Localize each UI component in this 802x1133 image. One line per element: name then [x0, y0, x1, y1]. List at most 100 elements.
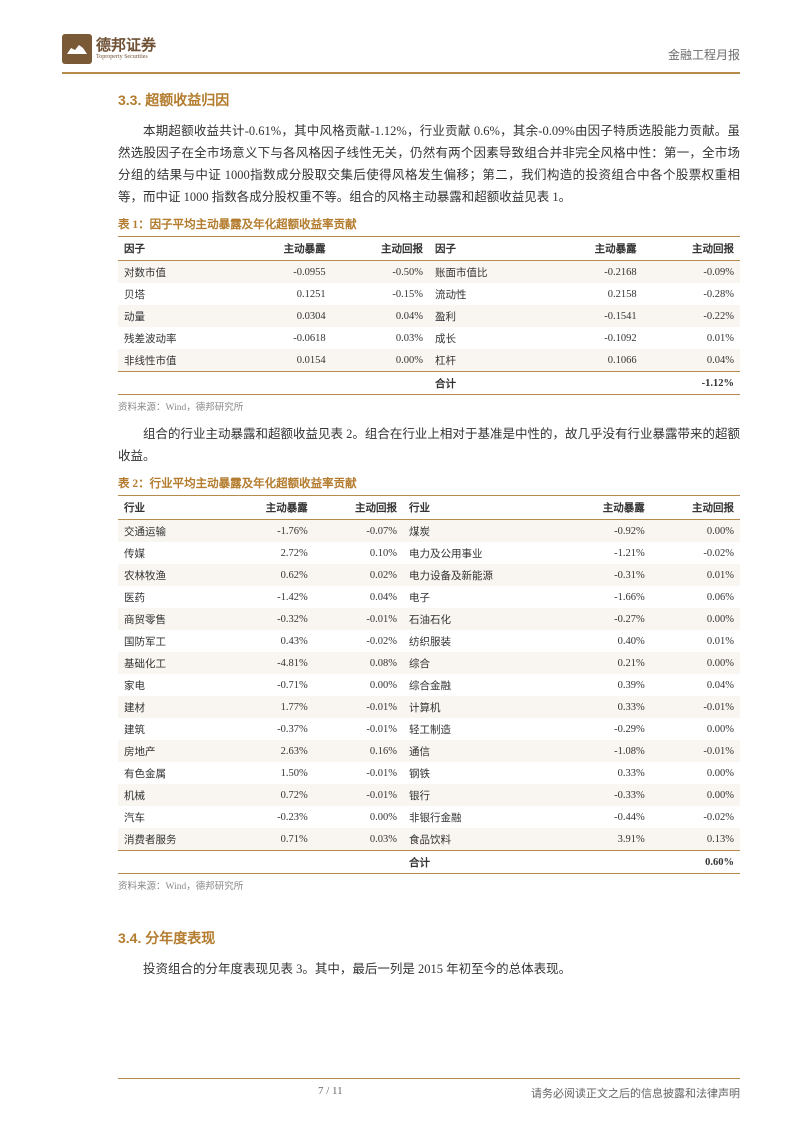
table-cell: 0.01%: [643, 327, 740, 349]
table-cell: 流动性: [429, 283, 545, 305]
table-cell: 家电: [118, 674, 225, 696]
table-cell: 商贸零售: [118, 608, 225, 630]
table-cell: -0.01%: [314, 696, 403, 718]
table-row: 医药-1.42%0.04%电子-1.66%0.06%: [118, 586, 740, 608]
table-cell: -1.66%: [562, 586, 651, 608]
table-cell: -0.1092: [545, 327, 642, 349]
table-cell: 电力及公用事业: [403, 542, 562, 564]
table-cell: -0.01%: [314, 608, 403, 630]
table-cell: -0.02%: [651, 806, 740, 828]
table-cell: 煤炭: [403, 520, 562, 543]
table-cell: -0.23%: [225, 806, 314, 828]
section-3-4-title: 3.4. 分年度表现: [118, 928, 740, 948]
table-cell: -0.02%: [314, 630, 403, 652]
table-cell: -0.32%: [225, 608, 314, 630]
table-cell: 电力设备及新能源: [403, 564, 562, 586]
table-cell: 对数市值: [118, 261, 234, 284]
table-cell: 房地产: [118, 740, 225, 762]
table-total-cell: [545, 372, 642, 395]
table-cell: -0.28%: [643, 283, 740, 305]
table-cell: 0.01%: [651, 564, 740, 586]
table-cell: 0.72%: [225, 784, 314, 806]
table-total-row: 合计-1.12%: [118, 372, 740, 395]
company-sub: Toproperty Securities: [96, 54, 156, 60]
section-3-3-p2: 组合的行业主动暴露和超额收益见表 2。组合在行业上相对于基准是中性的，故几乎没有…: [118, 423, 740, 467]
table-cell: 电子: [403, 586, 562, 608]
table-1-source: 资料来源：Wind，德邦研究所: [118, 399, 740, 413]
table-1-header-row: 因子主动暴露主动回报因子主动暴露主动回报: [118, 237, 740, 261]
table-cell: 0.39%: [562, 674, 651, 696]
page-footer: 7 / 11 请务必阅读正文之后的信息披露和法律声明: [62, 1078, 740, 1101]
table-2: 行业主动暴露主动回报行业主动暴露主动回报 交通运输-1.76%-0.07%煤炭-…: [118, 495, 740, 874]
table-1-title: 表 1：因子平均主动暴露及年化超额收益率贡献: [118, 216, 740, 232]
table-cell: 杠杆: [429, 349, 545, 372]
table-cell: 0.33%: [562, 696, 651, 718]
table-cell: 建筑: [118, 718, 225, 740]
table-cell: 汽车: [118, 806, 225, 828]
logo: 德邦证券 Toproperty Securities: [62, 34, 156, 64]
table-cell: -0.1541: [545, 305, 642, 327]
table-cell: 2.72%: [225, 542, 314, 564]
table-row: 房地产2.63%0.16%通信-1.08%-0.01%: [118, 740, 740, 762]
table-2-title: 表 2：行业平均主动暴露及年化超额收益率贡献: [118, 475, 740, 491]
table-cell: 0.06%: [651, 586, 740, 608]
table-1-header-cell: 主动暴露: [545, 237, 642, 261]
table-2-header-cell: 主动回报: [314, 496, 403, 520]
table-cell: 1.50%: [225, 762, 314, 784]
table-cell: 计算机: [403, 696, 562, 718]
table-cell: 0.00%: [314, 674, 403, 696]
table-cell: -0.01%: [314, 762, 403, 784]
logo-icon: [62, 34, 92, 64]
section-3-4-p1: 投资组合的分年度表现见表 3。其中，最后一列是 2015 年初至今的总体表现。: [118, 958, 740, 980]
table-row: 消费者服务0.71%0.03%食品饮料3.91%0.13%: [118, 828, 740, 851]
page-header: 德邦证券 Toproperty Securities 金融工程月报: [62, 34, 740, 70]
table-cell: 非线性市值: [118, 349, 234, 372]
table-cell: 0.01%: [651, 630, 740, 652]
table-cell: 0.04%: [332, 305, 429, 327]
table-row: 商贸零售-0.32%-0.01%石油石化-0.27%0.00%: [118, 608, 740, 630]
content-area: 3.3. 超额收益归因 本期超额收益共计-0.61%，其中风格贡献-1.12%，…: [62, 74, 740, 980]
table-1-header-cell: 主动回报: [643, 237, 740, 261]
table-cell: 0.16%: [314, 740, 403, 762]
footer-disclaimer: 请务必阅读正文之后的信息披露和法律声明: [531, 1085, 740, 1101]
table-row: 家电-0.71%0.00%综合金融0.39%0.04%: [118, 674, 740, 696]
table-cell: 0.0304: [234, 305, 331, 327]
table-cell: 0.10%: [314, 542, 403, 564]
table-cell: 0.00%: [314, 806, 403, 828]
table-row: 基础化工-4.81%0.08%综合0.21%0.00%: [118, 652, 740, 674]
table-row: 动量0.03040.04%盈利-0.1541-0.22%: [118, 305, 740, 327]
table-cell: 传媒: [118, 542, 225, 564]
table-cell: 建材: [118, 696, 225, 718]
table-2-header-cell: 主动暴露: [562, 496, 651, 520]
table-cell: 0.04%: [314, 586, 403, 608]
table-cell: 0.21%: [562, 652, 651, 674]
table-cell: 0.1066: [545, 349, 642, 372]
section-3-3-p1: 本期超额收益共计-0.61%，其中风格贡献-1.12%，行业贡献 0.6%，其余…: [118, 120, 740, 208]
table-total-cell: 0.60%: [651, 851, 740, 874]
table-cell: 0.62%: [225, 564, 314, 586]
table-cell: -0.02%: [651, 542, 740, 564]
table-total-cell: -1.12%: [643, 372, 740, 395]
table-cell: 0.04%: [651, 674, 740, 696]
table-2-header-cell: 行业: [118, 496, 225, 520]
table-cell: 医药: [118, 586, 225, 608]
table-cell: 纺织服装: [403, 630, 562, 652]
report-type: 金融工程月报: [668, 34, 740, 63]
table-cell: 2.63%: [225, 740, 314, 762]
table-row: 交通运输-1.76%-0.07%煤炭-0.92%0.00%: [118, 520, 740, 543]
table-total-cell: [562, 851, 651, 874]
table-cell: 成长: [429, 327, 545, 349]
table-cell: 0.71%: [225, 828, 314, 851]
table-1-header-cell: 因子: [429, 237, 545, 261]
table-cell: 0.00%: [651, 784, 740, 806]
table-row: 有色金属1.50%-0.01%钢铁0.33%0.00%: [118, 762, 740, 784]
table-cell: 0.04%: [643, 349, 740, 372]
table-row: 建材1.77%-0.01%计算机0.33%-0.01%: [118, 696, 740, 718]
table-cell: 0.03%: [314, 828, 403, 851]
table-row: 农林牧渔0.62%0.02%电力设备及新能源-0.31%0.01%: [118, 564, 740, 586]
table-row: 对数市值-0.0955-0.50%账面市值比-0.2168-0.09%: [118, 261, 740, 284]
table-1-header-cell: 因子: [118, 237, 234, 261]
table-cell: 农林牧渔: [118, 564, 225, 586]
table-cell: 有色金属: [118, 762, 225, 784]
table-cell: -0.33%: [562, 784, 651, 806]
